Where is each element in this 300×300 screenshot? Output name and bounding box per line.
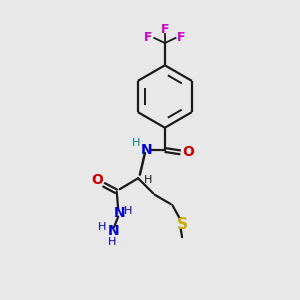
Text: N: N <box>108 224 119 238</box>
Text: F: F <box>177 31 186 44</box>
Text: F: F <box>160 22 169 35</box>
Text: H: H <box>124 206 132 216</box>
Text: O: O <box>182 146 194 159</box>
Text: S: S <box>177 217 188 232</box>
Text: F: F <box>144 31 152 44</box>
Text: N: N <box>140 143 152 157</box>
Text: H: H <box>98 222 106 232</box>
Text: H: H <box>107 236 116 247</box>
Text: H: H <box>143 175 152 185</box>
Text: O: O <box>91 173 103 187</box>
Text: N: N <box>114 206 125 220</box>
Text: H: H <box>132 138 140 148</box>
